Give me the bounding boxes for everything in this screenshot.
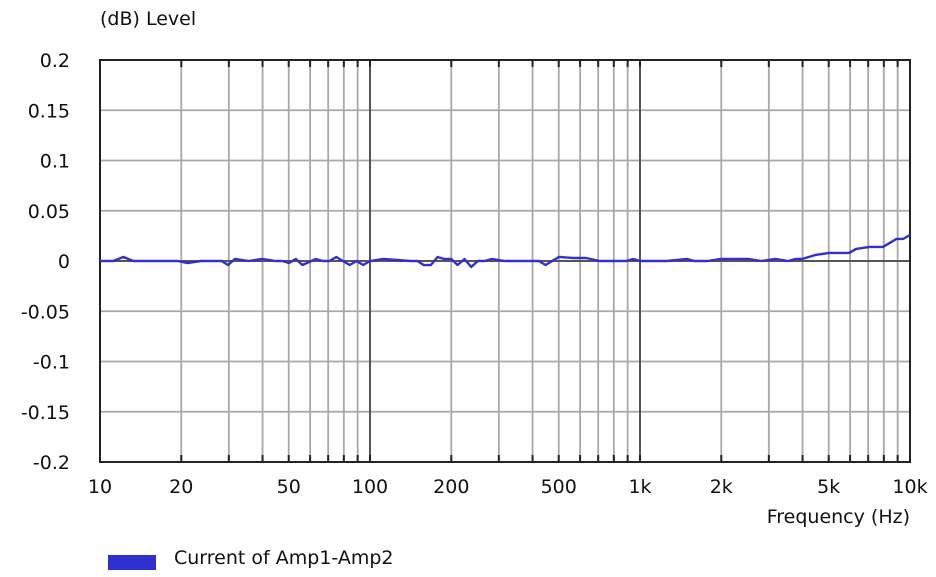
x-tick-label: 20 [169,476,193,498]
x-tick-label: 10 [88,476,112,498]
series-line-0 [100,233,911,269]
y-axis-title: (dB) Level [100,8,196,30]
x-axis-title: Frequency (Hz) [767,506,910,528]
y-tick-label: 0.15 [28,100,70,122]
axis-tick-marks [180,60,899,462]
y-tick-label: -0.1 [33,352,70,374]
y-tick-label: 0.2 [40,50,70,72]
x-tick-label: 200 [433,476,469,498]
y-tick-label: -0.2 [33,452,70,474]
y-tick-label: 0.1 [40,151,70,173]
x-tick-label: 500 [541,476,577,498]
y-tick-label: 0.05 [28,201,70,223]
y-tick-label: -0.05 [21,301,70,323]
x-tick-label: 10k [892,476,927,498]
x-tick-label: 1k [628,476,651,498]
x-tick-label: 100 [352,476,388,498]
legend-label: Current of Amp1-Amp2 [174,547,394,569]
legend: Current of Amp1-Amp2 [108,547,394,570]
x-axis-tick-labels: 10 20 50 100 200 500 1k 2k 5k 10k [88,476,928,498]
x-tick-label: 2k [710,476,733,498]
legend-swatch [108,555,156,570]
y-tick-label: 0 [58,251,70,273]
series-layer [100,233,911,269]
y-tick-label: -0.15 [21,402,70,424]
x-tick-label: 5k [817,476,840,498]
y-axis-tick-labels: 0.2 0.15 0.1 0.05 0 -0.05 -0.1 -0.15 -0.2 [21,50,70,474]
x-tick-label: 50 [277,476,301,498]
